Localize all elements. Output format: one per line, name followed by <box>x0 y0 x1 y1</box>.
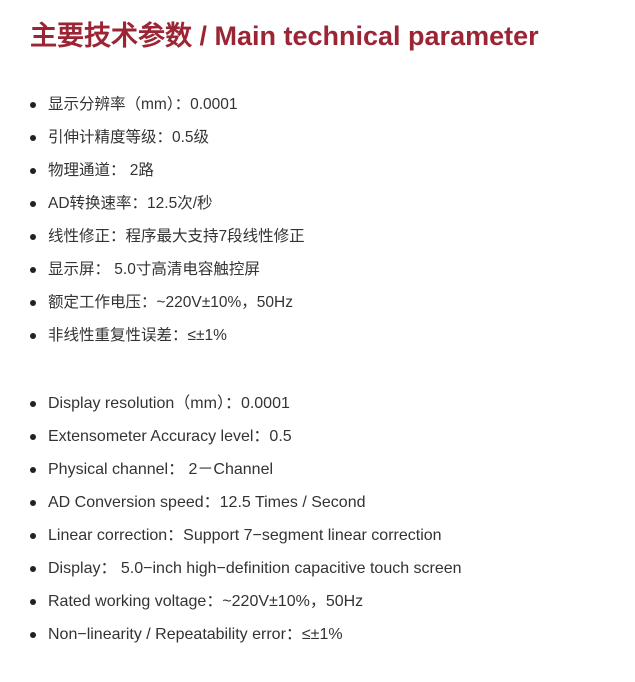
list-item: Extensometer Accuracy level：0.5 <box>30 420 462 453</box>
bullet-icon <box>30 532 36 539</box>
bullet-icon <box>30 101 36 108</box>
bullet-icon <box>30 332 36 339</box>
bullet-icon <box>30 565 36 572</box>
bullet-icon <box>30 134 36 141</box>
english-parameter-list: Display resolution（mm）：0.0001 Extensomet… <box>30 387 462 651</box>
list-item: Display resolution（mm）：0.0001 <box>30 387 462 420</box>
bullet-icon <box>30 400 36 407</box>
item-text: Rated working voltage：~220V±10%，50Hz <box>48 593 364 610</box>
list-item: 非线性重复性误差：≤±1% <box>30 319 305 352</box>
bullet-icon <box>30 433 36 440</box>
item-text: Display： 5.0−inch high−definition capaci… <box>48 560 462 577</box>
bullet-icon <box>30 466 36 473</box>
list-item: 引伸计精度等级：0.5级 <box>30 121 305 154</box>
list-item: AD Conversion speed：12.5 Times / Second <box>30 486 462 519</box>
bullet-icon <box>30 167 36 174</box>
page-title: 主要技术参数 / Main technical parameter <box>30 21 539 51</box>
chinese-parameter-list: 显示分辨率（mm）：0.0001 引伸计精度等级：0.5级 物理通道： 2路 A… <box>30 88 305 352</box>
item-text: 显示分辨率（mm）：0.0001 <box>48 96 238 113</box>
item-text: Physical channel： 2－Channel <box>48 461 274 478</box>
item-text: Linear correction：Support 7−segment line… <box>48 527 442 544</box>
bullet-icon <box>30 299 36 306</box>
list-item: Display： 5.0−inch high−definition capaci… <box>30 552 462 585</box>
bullet-icon <box>30 200 36 207</box>
list-item: Rated working voltage：~220V±10%，50Hz <box>30 585 462 618</box>
bullet-icon <box>30 233 36 240</box>
item-text: 物理通道： 2路 <box>48 162 154 179</box>
item-text: Extensometer Accuracy level：0.5 <box>48 428 292 445</box>
bullet-icon <box>30 499 36 506</box>
item-text: Non−linearity / Repeatability error：≤±1% <box>48 626 343 643</box>
list-item: 线性修正：程序最大支持7段线性修正 <box>30 220 305 253</box>
item-text: 额定工作电压：~220V±10%，50Hz <box>48 294 293 311</box>
list-item: 显示分辨率（mm）：0.0001 <box>30 88 305 121</box>
list-item: 显示屏： 5.0寸高清电容触控屏 <box>30 253 305 286</box>
bullet-icon <box>30 266 36 273</box>
list-item: Non−linearity / Repeatability error：≤±1% <box>30 618 462 651</box>
item-text: 线性修正：程序最大支持7段线性修正 <box>48 228 305 245</box>
bullet-icon <box>30 631 36 638</box>
list-item: Linear correction：Support 7−segment line… <box>30 519 462 552</box>
list-item: AD转换速率：12.5次/秒 <box>30 187 305 220</box>
item-text: AD Conversion speed：12.5 Times / Second <box>48 494 366 511</box>
list-item: 额定工作电压：~220V±10%，50Hz <box>30 286 305 319</box>
bullet-icon <box>30 598 36 605</box>
list-item: Physical channel： 2－Channel <box>30 453 462 486</box>
item-text: 引伸计精度等级：0.5级 <box>48 129 210 146</box>
item-text: 显示屏： 5.0寸高清电容触控屏 <box>48 261 260 278</box>
item-text: Display resolution（mm）：0.0001 <box>48 395 290 412</box>
item-text: 非线性重复性误差：≤±1% <box>48 327 227 344</box>
item-text: AD转换速率：12.5次/秒 <box>48 195 213 212</box>
list-item: 物理通道： 2路 <box>30 154 305 187</box>
